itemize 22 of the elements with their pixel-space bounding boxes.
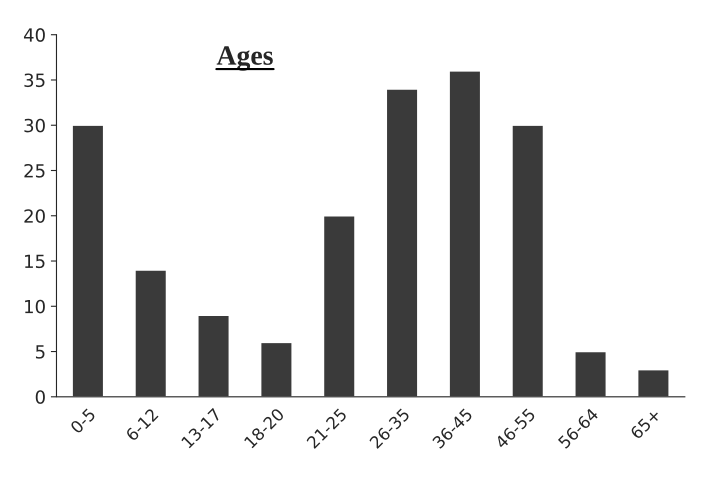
bar (511, 124, 544, 397)
y-tick-label: 20 (24, 209, 45, 223)
bar (260, 342, 293, 397)
chart-title: Ages (216, 46, 273, 71)
bar (386, 88, 418, 397)
x-tick-label: 0-5 (70, 408, 96, 434)
y-tick-label: 0 (36, 390, 45, 404)
bar (322, 215, 356, 397)
y-tick-label: 10 (25, 300, 45, 314)
y-tick-label: 35 (24, 73, 44, 88)
bar (71, 124, 104, 397)
x-tick-label: 65+ (630, 408, 662, 440)
bar (134, 269, 168, 397)
y-tick-label: 25 (24, 164, 44, 178)
bar (637, 368, 670, 397)
y-tick-label: 15 (25, 254, 44, 268)
bar (197, 314, 230, 397)
y-tick-label: 40 (24, 28, 45, 42)
y-tick-label: 30 (24, 118, 45, 132)
bar (574, 350, 607, 397)
y-tick-label: 5 (36, 345, 44, 359)
bar (448, 70, 482, 397)
